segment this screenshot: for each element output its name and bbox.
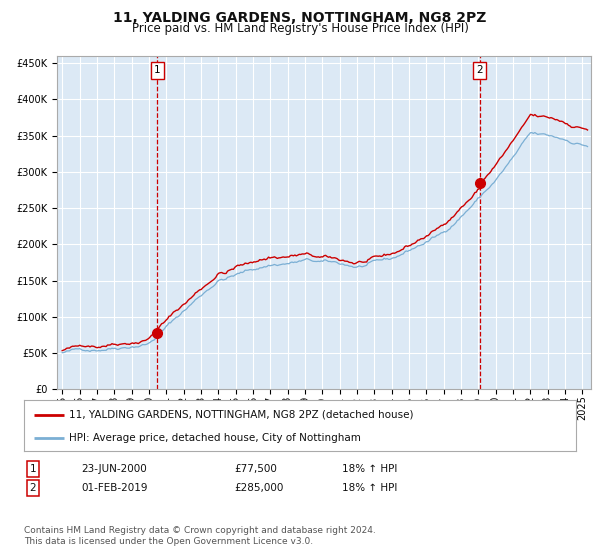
Text: 18% ↑ HPI: 18% ↑ HPI xyxy=(342,464,397,474)
Text: £77,500: £77,500 xyxy=(234,464,277,474)
Text: 18% ↑ HPI: 18% ↑ HPI xyxy=(342,483,397,493)
Text: 1: 1 xyxy=(154,66,160,76)
Text: 11, YALDING GARDENS, NOTTINGHAM, NG8 2PZ (detached house): 11, YALDING GARDENS, NOTTINGHAM, NG8 2PZ… xyxy=(69,409,414,419)
Text: 11, YALDING GARDENS, NOTTINGHAM, NG8 2PZ: 11, YALDING GARDENS, NOTTINGHAM, NG8 2PZ xyxy=(113,11,487,25)
Text: 2: 2 xyxy=(29,483,37,493)
Text: 01-FEB-2019: 01-FEB-2019 xyxy=(81,483,148,493)
Text: HPI: Average price, detached house, City of Nottingham: HPI: Average price, detached house, City… xyxy=(69,433,361,443)
Text: 23-JUN-2000: 23-JUN-2000 xyxy=(81,464,147,474)
Text: £285,000: £285,000 xyxy=(234,483,283,493)
Text: Contains HM Land Registry data © Crown copyright and database right 2024.
This d: Contains HM Land Registry data © Crown c… xyxy=(24,526,376,546)
Text: 1: 1 xyxy=(29,464,37,474)
Text: Price paid vs. HM Land Registry's House Price Index (HPI): Price paid vs. HM Land Registry's House … xyxy=(131,22,469,35)
Text: 2: 2 xyxy=(476,66,483,76)
